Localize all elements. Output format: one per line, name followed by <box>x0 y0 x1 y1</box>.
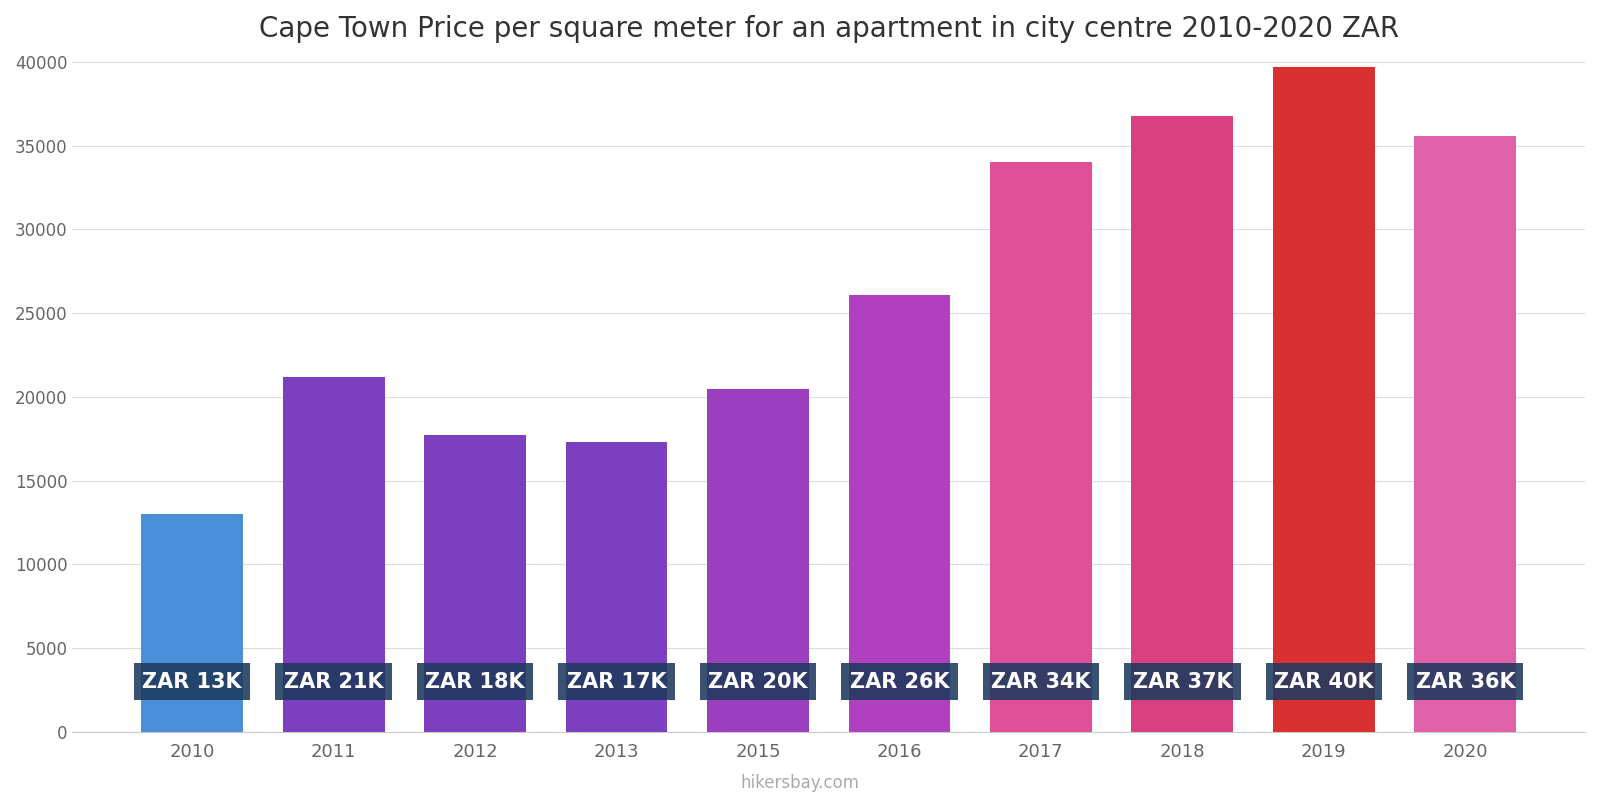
Bar <box>990 162 1091 732</box>
Bar <box>848 294 950 732</box>
Text: ZAR 13K: ZAR 13K <box>142 672 242 692</box>
Bar <box>1414 136 1517 732</box>
Text: ZAR 36K: ZAR 36K <box>1416 672 1515 692</box>
Text: ZAR 34K: ZAR 34K <box>990 672 1091 692</box>
Text: ZAR 18K: ZAR 18K <box>426 672 525 692</box>
Text: ZAR 21K: ZAR 21K <box>283 672 384 692</box>
Bar <box>707 389 810 732</box>
Text: hikersbay.com: hikersbay.com <box>741 774 859 792</box>
Bar <box>424 435 526 732</box>
Bar <box>1131 115 1234 732</box>
Bar <box>1274 67 1374 732</box>
Text: ZAR 20K: ZAR 20K <box>709 672 808 692</box>
Text: ZAR 37K: ZAR 37K <box>1133 672 1232 692</box>
Bar <box>566 442 667 732</box>
Bar <box>283 377 384 732</box>
Text: ZAR 17K: ZAR 17K <box>566 672 666 692</box>
Text: ZAR 26K: ZAR 26K <box>850 672 949 692</box>
Bar <box>141 514 243 732</box>
Title: Cape Town Price per square meter for an apartment in city centre 2010-2020 ZAR: Cape Town Price per square meter for an … <box>259 15 1398 43</box>
Text: ZAR 40K: ZAR 40K <box>1274 672 1374 692</box>
